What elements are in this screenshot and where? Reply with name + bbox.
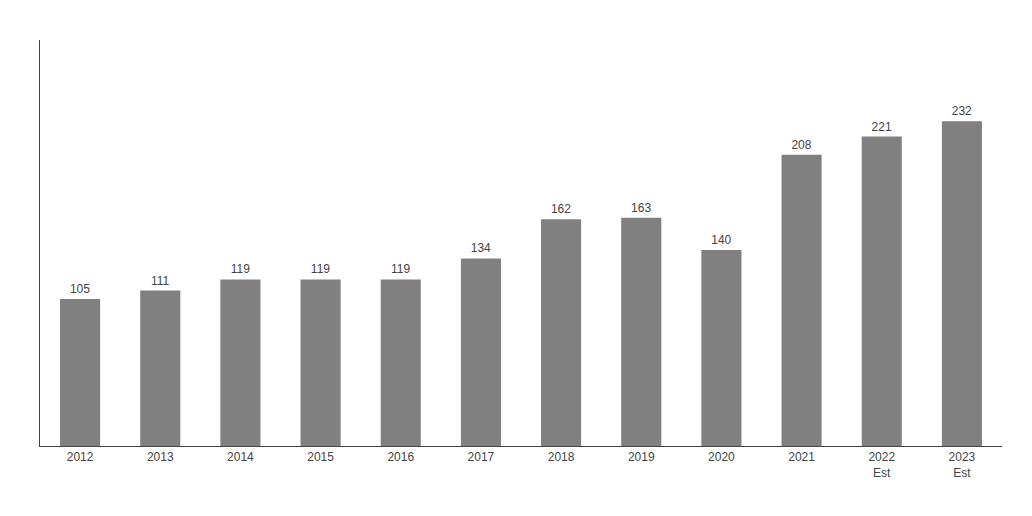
svg-text:111: 111 — [151, 274, 170, 288]
svg-text:119: 119 — [391, 262, 410, 276]
svg-text:163: 163 — [631, 201, 651, 215]
svg-text:2018: 2018 — [548, 450, 575, 464]
svg-text:2020: 2020 — [708, 450, 735, 464]
svg-text:2023Est: 2023Est — [949, 450, 976, 480]
svg-text:119: 119 — [231, 262, 250, 276]
svg-text:162: 162 — [551, 202, 571, 216]
svg-text:208: 208 — [791, 138, 811, 152]
svg-text:119: 119 — [311, 262, 330, 276]
svg-text:2021: 2021 — [788, 450, 815, 464]
svg-text:2022Est: 2022Est — [868, 450, 895, 480]
svg-text:2013: 2013 — [147, 450, 174, 464]
svg-text:140: 140 — [711, 233, 731, 247]
svg-text:105: 105 — [70, 282, 90, 296]
svg-text:2015: 2015 — [307, 450, 334, 464]
svg-text:221: 221 — [872, 120, 892, 134]
svg-text:2016: 2016 — [387, 450, 414, 464]
svg-text:2017: 2017 — [468, 450, 495, 464]
svg-text:2014: 2014 — [227, 450, 254, 464]
svg-text:134: 134 — [471, 241, 491, 255]
svg-text:2019: 2019 — [628, 450, 655, 464]
svg-text:2012: 2012 — [67, 450, 94, 464]
svg-text:232: 232 — [952, 104, 972, 118]
